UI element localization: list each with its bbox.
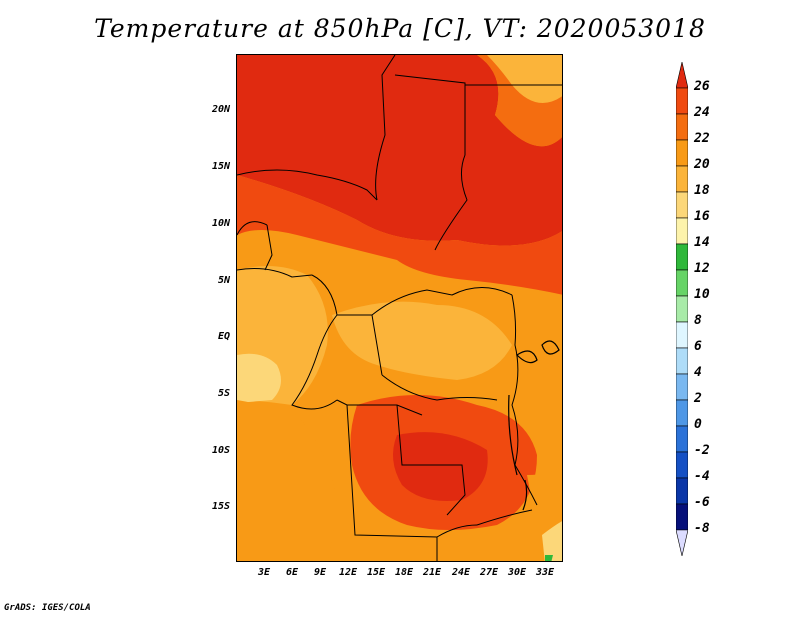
- field-20-sw: [237, 400, 337, 561]
- lon-label-3e: 3E: [257, 567, 271, 578]
- lon-label-18e: 18E: [394, 567, 414, 578]
- colorbar-swatch: [676, 139, 688, 167]
- colorbar-swatch: [676, 243, 688, 271]
- colorbar-swatch: [676, 217, 688, 245]
- lon-label-9e: 9E: [313, 567, 327, 578]
- colorbar-label: 16: [694, 209, 710, 224]
- colorbar-label: 12: [694, 261, 710, 276]
- colorbar-swatch: [676, 269, 688, 297]
- colorbar-label: 10: [694, 287, 710, 302]
- colorbar-label: 24: [694, 105, 710, 120]
- borders: [237, 55, 562, 561]
- colorbar-label: -8: [694, 521, 710, 536]
- field-18-congo: [332, 301, 512, 380]
- lat-label-5n: 5N: [217, 275, 230, 286]
- colorbar-label: 26: [694, 79, 710, 94]
- field-26: [237, 55, 562, 246]
- lat-label-15s: 15S: [211, 501, 230, 512]
- colorbar-swatch: [676, 451, 688, 479]
- colorbar-swatch: [676, 113, 688, 141]
- colorbar: [676, 62, 688, 556]
- colorbar-swatch: [676, 399, 688, 427]
- colorbar-label: 4: [694, 365, 702, 380]
- lon-label-15e: 15E: [366, 567, 386, 578]
- colorbar-label: 22: [694, 131, 710, 146]
- lat-label-15n: 15N: [211, 161, 230, 172]
- colorbar-swatch: [676, 295, 688, 323]
- field-16-coast: [237, 353, 281, 403]
- colorbar-label: -4: [694, 469, 710, 484]
- colorbar-swatch: [676, 87, 688, 115]
- colorbar-swatch: [676, 503, 688, 531]
- colorbar-label: -2: [694, 443, 710, 458]
- lon-label-27e: 27E: [479, 567, 499, 578]
- lon-label-21e: 21E: [422, 567, 442, 578]
- colorbar-label: 8: [694, 313, 702, 328]
- field-18-ne: [487, 55, 562, 103]
- colorbar-label: -6: [694, 495, 710, 510]
- lon-label-12e: 12E: [338, 567, 358, 578]
- lat-label-10s: 10S: [211, 445, 230, 456]
- temperature-map: [236, 54, 563, 562]
- lat-label-5s: 5S: [217, 388, 230, 399]
- temperature-field: [237, 55, 562, 561]
- field-24-north: [237, 175, 562, 295]
- lon-label-24e: 24E: [451, 567, 471, 578]
- lakes: [508, 340, 560, 511]
- colorbar-label: 20: [694, 157, 710, 172]
- field-12-patch: [545, 555, 553, 561]
- colorbar-swatch: [676, 165, 688, 193]
- colorbar-label: 6: [694, 339, 702, 354]
- lat-label-eq: EQ: [217, 331, 230, 342]
- lon-label-33e: 33E: [535, 567, 555, 578]
- colorbar-label: 2: [694, 391, 702, 406]
- plot-title: Temperature at 850hPa [C], VT: 202005301…: [94, 14, 706, 43]
- colorbar-swatch: [676, 347, 688, 375]
- lon-label-6e: 6E: [285, 567, 299, 578]
- colorbar-swatch: [676, 321, 688, 349]
- lat-label-10n: 10N: [211, 218, 230, 229]
- colorbar-swatch: [676, 425, 688, 453]
- colorbar-swatch: [676, 373, 688, 401]
- grads-credit: GrADS: IGES/COLA: [4, 603, 91, 613]
- colorbar-top-arrow: [676, 62, 688, 89]
- lat-label-20n: 20N: [211, 104, 230, 115]
- field-16-se: [542, 521, 562, 561]
- lon-label-30e: 30E: [507, 567, 527, 578]
- colorbar-label: 18: [694, 183, 710, 198]
- colorbar-bottom-arrow: [676, 529, 688, 556]
- colorbar-label: 14: [694, 235, 710, 250]
- colorbar-swatch: [676, 477, 688, 505]
- colorbar-label: 0: [694, 417, 702, 432]
- colorbar-swatch: [676, 191, 688, 219]
